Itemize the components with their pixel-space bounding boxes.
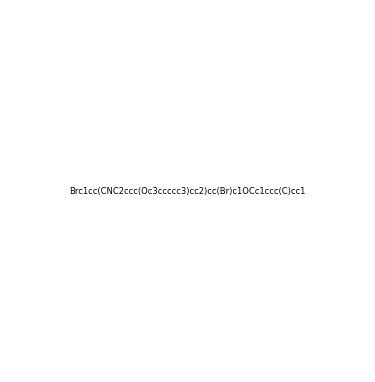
Text: Brc1cc(CNC2ccc(Oc3ccccc3)cc2)cc(Br)c1OCc1ccc(C)cc1: Brc1cc(CNC2ccc(Oc3ccccc3)cc2)cc(Br)c1OCc… [69, 186, 305, 196]
